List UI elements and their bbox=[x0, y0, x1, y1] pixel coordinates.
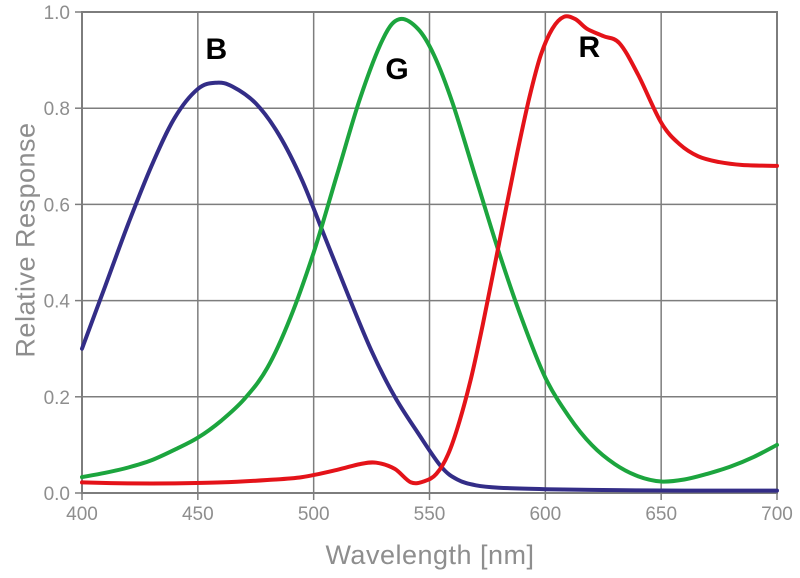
y-tick-label: 0.8 bbox=[44, 99, 70, 120]
curve-g bbox=[80, 16, 779, 484]
series-label-g: G bbox=[385, 52, 409, 86]
x-tick-label: 700 bbox=[761, 504, 793, 525]
y-tick-label: 0.6 bbox=[44, 195, 70, 216]
series-label-r: R bbox=[578, 31, 601, 65]
curve-b bbox=[80, 80, 779, 493]
x-axis-title: Wavelength [nm] bbox=[325, 540, 535, 570]
curve-r bbox=[80, 14, 779, 486]
plot-border bbox=[81, 11, 778, 494]
y-tick-label: 0.4 bbox=[44, 292, 71, 313]
x-tick-label: 450 bbox=[182, 504, 214, 525]
x-tick-label: 400 bbox=[66, 504, 98, 525]
y-axis-title: Relative Response bbox=[10, 122, 41, 358]
x-tick-label: 650 bbox=[645, 504, 677, 525]
y-tick-label: 0.2 bbox=[44, 388, 70, 409]
y-tick-label: 1.0 bbox=[44, 3, 70, 24]
x-tick-label: 500 bbox=[298, 504, 330, 525]
series-label-b: B bbox=[205, 33, 228, 67]
y-tick-label: 0.0 bbox=[44, 484, 70, 505]
x-tick-label: 550 bbox=[414, 504, 446, 525]
x-tick-label: 600 bbox=[529, 504, 561, 525]
